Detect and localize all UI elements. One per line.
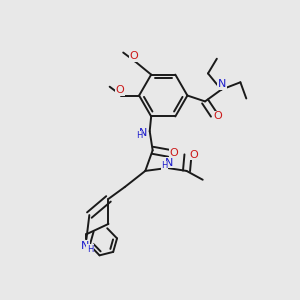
Text: H: H: [87, 245, 93, 254]
Text: N: N: [218, 79, 226, 89]
Text: O: O: [189, 150, 198, 160]
Text: N: N: [165, 158, 173, 168]
Text: N: N: [81, 241, 89, 251]
Text: H: H: [136, 131, 142, 140]
Text: O: O: [129, 51, 138, 61]
Text: O: O: [170, 148, 178, 158]
Text: O: O: [213, 111, 222, 121]
Text: N: N: [139, 128, 147, 138]
Text: O: O: [116, 85, 124, 95]
Text: H: H: [161, 161, 168, 170]
